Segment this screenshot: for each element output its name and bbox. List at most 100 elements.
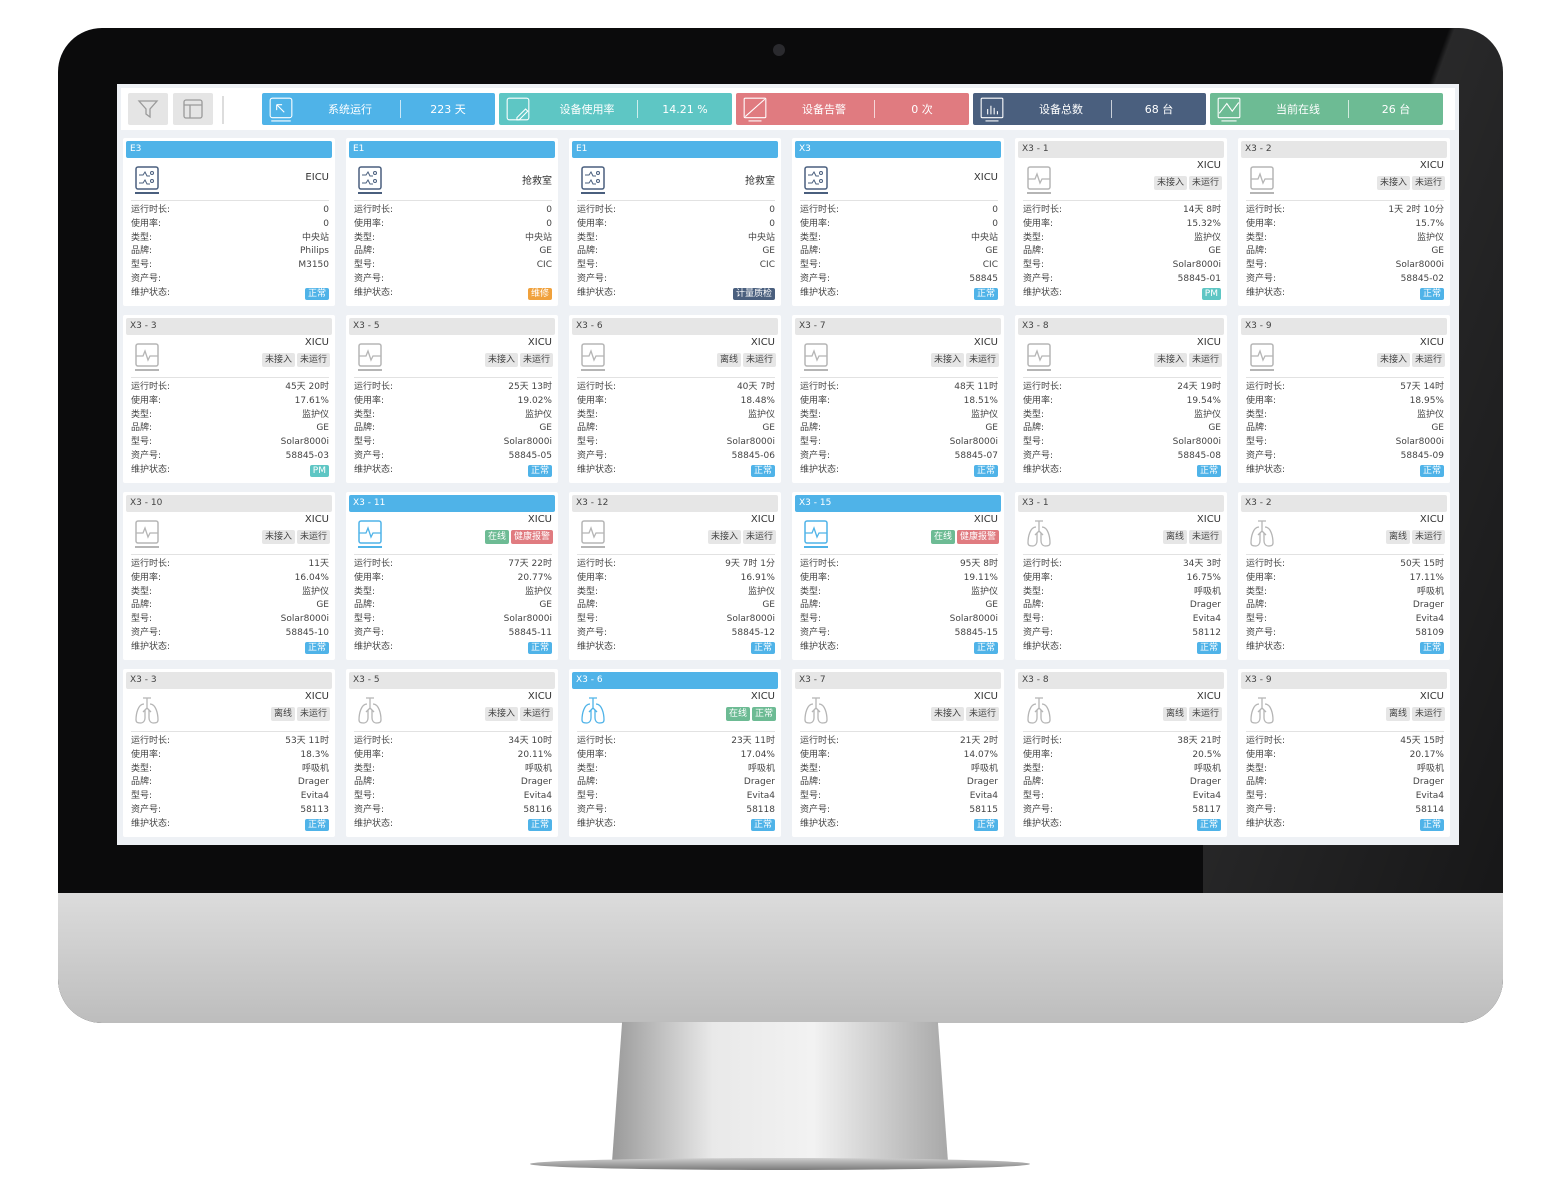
device-card[interactable]: X3 - 7 XICU 未接入 未运行 运行时长: 21天 2时 使用率: 14.07%… xyxy=(792,669,1004,837)
device-fields: 运行时长: 95天 8时 使用率: 19.11% 类型: 监护仪 品牌: GE 型号: Solar… xyxy=(800,558,998,655)
device-tag: 离线 xyxy=(270,707,295,721)
device-location: XICU xyxy=(750,514,775,525)
field-row: 型号: Evita4 xyxy=(1023,790,1221,804)
filter-button[interactable] xyxy=(128,93,168,125)
field-row: 使用率: 18.95% xyxy=(1246,395,1444,409)
field-row: 品牌: Drager xyxy=(1246,776,1444,790)
card-header: X3 - 3 xyxy=(126,318,332,335)
device-card[interactable]: E1 抢救室 运行时长: 0 使用率: 0 类型: 中央站 品牌: GE 型号: CIC 资产号: 维… xyxy=(569,138,781,306)
field-row: 运行时长: 21天 2时 xyxy=(800,735,998,749)
device-tags: 未接入 未运行 xyxy=(707,530,776,544)
field-label: 类型: xyxy=(1246,586,1268,597)
stat-card-3[interactable]: 设备总数 68 台 xyxy=(973,93,1206,125)
field-row: 品牌: GE xyxy=(354,599,552,613)
field-row: 品牌: Drager xyxy=(1023,776,1221,790)
field-row: 类型: 监护仪 xyxy=(131,409,329,423)
field-label: 资产号: xyxy=(800,627,831,638)
field-label: 资产号: xyxy=(354,804,385,815)
field-label: 品牌: xyxy=(1023,777,1045,788)
device-location: XICU xyxy=(973,691,998,702)
device-card[interactable]: X3 - 1 XICU 未接入 未运行 运行时长: 14天 8时 使用率: 15.32%… xyxy=(1015,138,1227,306)
device-card[interactable]: X3 - 6 XICU 在线 正常 运行时长: 23天 11时 使用率: 17.04% 类… xyxy=(569,669,781,837)
device-card[interactable]: X3 - 6 XICU 离线 未运行 运行时长: 40天 7时 使用率: 18.48% 类… xyxy=(569,315,781,483)
field-row: 使用率: 18.51% xyxy=(800,395,998,409)
device-card[interactable]: X3 - 5 XICU 未接入 未运行 运行时长: 34天 10时 使用率: 20.11… xyxy=(346,669,558,837)
stat-card-4[interactable]: 当前在线 26 台 xyxy=(1210,93,1443,125)
field-row: 品牌: GE xyxy=(131,422,329,436)
field-label: 类型: xyxy=(577,586,599,597)
field-label: 运行时长: xyxy=(800,736,840,746)
device-card[interactable]: X3 - 10 XICU 未接入 未运行 运行时长: 11天 使用率: 16.04% 类型… xyxy=(123,492,335,660)
field-label: 资产号: xyxy=(1023,804,1054,815)
ventilator-lungs-icon xyxy=(135,697,159,724)
device-card[interactable]: X3 - 8 XICU 未接入 未运行 运行时长: 24天 19时 使用率: 19.54… xyxy=(1015,315,1227,483)
maintenance-status-badge: 正常 xyxy=(1196,464,1221,477)
field-row: 维护状态: 维修 xyxy=(354,287,552,301)
device-card[interactable]: X3 - 3 XICU 未接入 未运行 运行时长: 45天 20时 使用率: 17.61… xyxy=(123,315,335,483)
field-value: GE xyxy=(762,423,775,434)
field-row: 资产号: 58114 xyxy=(1246,804,1444,818)
ventilator-lungs-icon xyxy=(581,697,605,724)
field-label: 使用率: xyxy=(131,749,162,760)
device-tag: 未运行 xyxy=(296,707,330,721)
stat-card-1[interactable]: 设备使用率 14.21 % xyxy=(499,93,732,125)
field-label: 资产号: xyxy=(354,627,385,638)
card-divider xyxy=(577,377,775,378)
field-label: 型号: xyxy=(1023,260,1045,271)
layout-button[interactable] xyxy=(173,93,213,125)
field-row: 类型: 呼吸机 xyxy=(1023,586,1221,600)
device-card[interactable]: X3 - 7 XICU 未接入 未运行 运行时长: 48天 11时 使用率: 18.51… xyxy=(792,315,1004,483)
device-card[interactable]: X3 - 2 XICU 未接入 未运行 运行时长: 1天 2时 10分 使用率: 15.… xyxy=(1238,138,1450,306)
field-row: 资产号: 58117 xyxy=(1023,804,1221,818)
device-card[interactable]: X3 - 9 XICU 离线 未运行 运行时长: 45天 15时 使用率: 20.17%… xyxy=(1238,669,1450,837)
field-label: 资产号: xyxy=(1023,627,1054,638)
device-icon xyxy=(802,696,830,726)
device-card[interactable]: X3 - 3 XICU 离线 未运行 运行时长: 53天 11时 使用率: 18.3% 类… xyxy=(123,669,335,837)
field-row: 品牌: GE xyxy=(1246,245,1444,259)
field-row: 品牌: GE xyxy=(800,422,998,436)
device-tag: 离线 xyxy=(1162,530,1187,544)
field-label: 型号: xyxy=(1246,791,1268,802)
field-value: 58845 xyxy=(969,273,998,284)
device-card[interactable]: E3 EICU 运行时长: 0 使用率: 0 类型: 中央站 品牌: Philips 型号: M3… xyxy=(123,138,335,306)
device-card[interactable]: X3 - 12 XICU 未接入 未运行 运行时长: 9天 7时 1分 使用率: 16.… xyxy=(569,492,781,660)
device-card[interactable]: X3 - 5 XICU 未接入 未运行 运行时长: 25天 13时 使用率: 19.02… xyxy=(346,315,558,483)
card-header: X3 - 2 xyxy=(1241,495,1447,512)
device-card[interactable]: X3 - 15 XICU 在线 健康报警 运行时长: 95天 8时 使用率: 19.11… xyxy=(792,492,1004,660)
field-label: 型号: xyxy=(131,437,153,448)
stat-card-2[interactable]: 设备告警 0 次 xyxy=(736,93,969,125)
field-label: 维护状态: xyxy=(577,287,617,298)
card-divider xyxy=(354,377,552,378)
device-card[interactable]: X3 - 11 XICU 在线 健康报警 运行时长: 77天 22时 使用率: 20.7… xyxy=(346,492,558,660)
field-value: 11天 xyxy=(308,559,329,569)
device-tags: 未接入 未运行 xyxy=(261,530,330,544)
device-tags: 在线 健康报警 xyxy=(484,530,553,544)
field-row: 型号: Solar8000i xyxy=(800,613,998,627)
device-card[interactable]: X3 - 1 XICU 离线 未运行 运行时长: 34天 3时 使用率: 16.75% 类… xyxy=(1015,492,1227,660)
device-icon xyxy=(1248,165,1276,195)
device-location: XICU xyxy=(527,691,552,702)
field-label: 运行时长: xyxy=(354,382,394,392)
field-value: 监护仪 xyxy=(301,409,329,420)
device-card[interactable]: X3 - 2 XICU 离线 未运行 运行时长: 50天 15时 使用率: 17.11%… xyxy=(1238,492,1450,660)
field-label: 类型: xyxy=(354,586,376,597)
device-card[interactable]: X3 XICU 运行时长: 0 使用率: 0 类型: 中央站 品牌: GE 型号: CIC 资产号:… xyxy=(792,138,1004,306)
field-row: 使用率: 0 xyxy=(354,218,552,232)
field-label: 型号: xyxy=(577,260,599,271)
filter-icon xyxy=(137,100,159,119)
device-card[interactable]: E1 抢救室 运行时长: 0 使用率: 0 类型: 中央站 品牌: GE 型号: CIC 资产号: 维… xyxy=(346,138,558,306)
field-value: Drager xyxy=(1412,600,1444,611)
device-fields: 运行时长: 77天 22时 使用率: 20.77% 类型: 监护仪 品牌: GE 型号: Sola… xyxy=(354,558,552,655)
stat-card-0[interactable]: 系统运行 223 天 xyxy=(262,93,495,125)
device-card[interactable]: X3 - 9 XICU 未接入 未运行 运行时长: 57天 14时 使用率: 18.95… xyxy=(1238,315,1450,483)
field-label: 维护状态: xyxy=(1246,287,1286,298)
field-label: 类型: xyxy=(800,586,822,597)
field-row: 使用率: 19.54% xyxy=(1023,395,1221,409)
card-divider xyxy=(800,377,998,378)
field-value: 53天 11时 xyxy=(285,736,329,746)
field-label: 维护状态: xyxy=(1246,641,1286,652)
device-card[interactable]: X3 - 8 XICU 离线 未运行 运行时长: 38天 21时 使用率: 20.5% 类… xyxy=(1015,669,1227,837)
field-row: 使用率: 0 xyxy=(577,218,775,232)
field-row: 型号: CIC xyxy=(577,259,775,273)
patient-monitor-icon xyxy=(135,520,159,548)
